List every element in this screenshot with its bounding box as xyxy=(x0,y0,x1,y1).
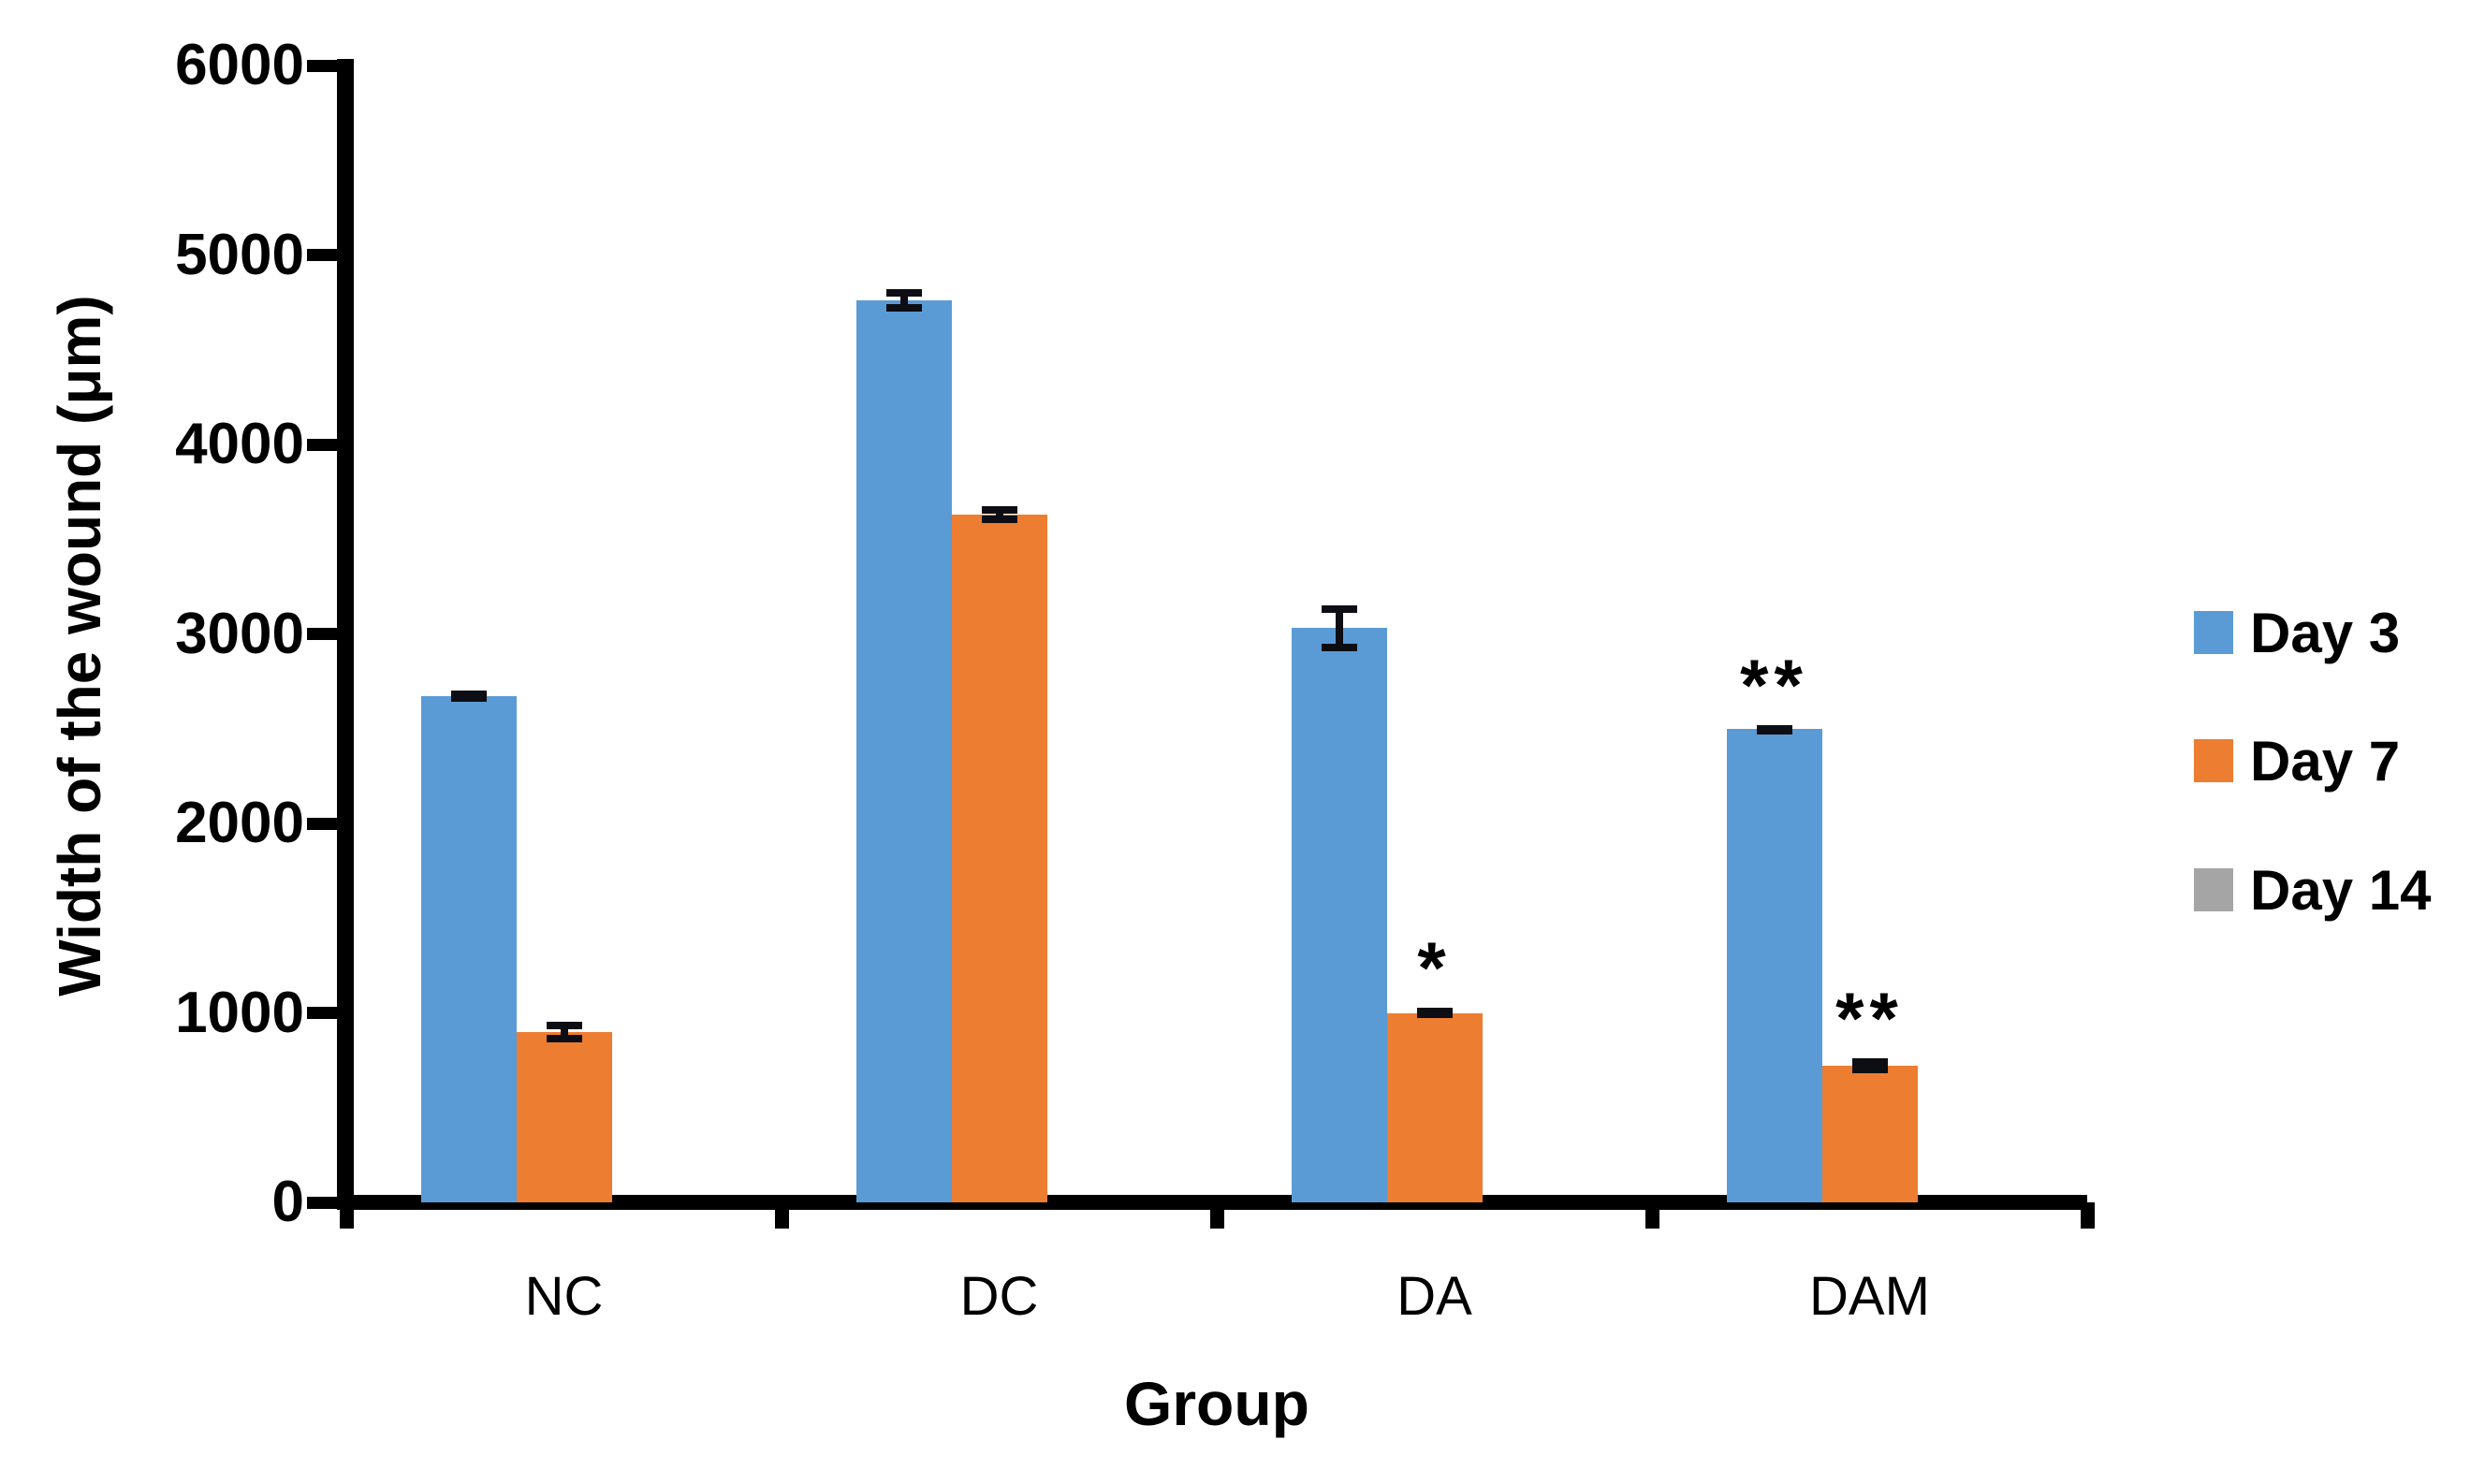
category-label-da: DA xyxy=(1396,1266,1472,1327)
bar-day-3-dc xyxy=(855,300,952,1202)
error-bar-day-7-dam xyxy=(1851,1058,1888,1074)
y-tick-label-4000: 4000 xyxy=(175,412,304,476)
category-label-dam: DAM xyxy=(1809,1266,1930,1327)
error-bar-day-3-nc xyxy=(450,691,487,703)
error-bar-cap-bottom xyxy=(1321,643,1357,651)
error-bar-cap-bottom xyxy=(1756,726,1792,735)
y-axis-tick-0 xyxy=(307,1196,337,1209)
error-bar-stem xyxy=(995,505,1003,524)
x-axis-tick-0 xyxy=(339,1202,354,1229)
error-bar-stem xyxy=(899,288,908,313)
y-tick-label-2000: 2000 xyxy=(175,791,304,855)
error-bar-stem xyxy=(1335,605,1343,651)
legend-item-day-14: Day 14 xyxy=(2194,859,2431,922)
legend-item-day-7: Day 7 xyxy=(2194,730,2400,793)
bar-day-3-nc xyxy=(420,696,517,1202)
y-tick-label-6000: 6000 xyxy=(175,33,304,97)
error-bar-day-7-nc xyxy=(546,1021,582,1042)
y-tick-label-0: 0 xyxy=(271,1170,304,1234)
legend-swatch-day-3 xyxy=(2194,611,2233,654)
error-bar-day-7-dc xyxy=(981,505,1017,524)
legend-swatch-day-7 xyxy=(2194,739,2233,782)
x-axis-title: Group xyxy=(1124,1369,1309,1438)
y-axis-tick-2000 xyxy=(307,817,337,830)
error-bar-cap-top xyxy=(450,691,487,699)
significance-day-7-da: * xyxy=(1417,926,1452,1010)
error-bar-cap-top xyxy=(885,288,922,297)
y-axis-tick-4000 xyxy=(307,438,337,451)
bar-day-7-da xyxy=(1386,1012,1483,1202)
legend-item-day-3: Day 3 xyxy=(2194,602,2400,664)
significance-day-3-dam: ** xyxy=(1740,643,1808,726)
bar-day-7-dam xyxy=(1821,1066,1918,1202)
bar-day-7-nc xyxy=(516,1031,612,1202)
bar-day-3-da xyxy=(1291,628,1387,1202)
y-axis-tick-6000 xyxy=(307,59,337,72)
y-tick-label-1000: 1000 xyxy=(175,980,304,1045)
error-bar-cap-top xyxy=(1321,605,1357,614)
error-bar-day-3-dam xyxy=(1756,724,1792,735)
error-bar-cap-bottom xyxy=(1416,1010,1453,1018)
y-axis-line xyxy=(337,59,354,1210)
y-axis-tick-5000 xyxy=(307,249,337,261)
legend-swatch-day-14 xyxy=(2194,868,2233,911)
error-bar-day-3-dc xyxy=(885,288,922,313)
category-label-nc: NC xyxy=(524,1266,604,1327)
significance-day-7-dam: ** xyxy=(1835,977,1904,1060)
legend-label-day-14: Day 14 xyxy=(2250,858,2432,922)
legend-label-day-3: Day 3 xyxy=(2250,601,2401,664)
error-bar-cap-bottom xyxy=(981,516,1017,524)
x-axis-tick-4 xyxy=(2080,1202,2095,1229)
bar-day-7-dc xyxy=(951,514,1047,1202)
error-bar-day-3-da xyxy=(1321,605,1357,651)
error-bar-cap-bottom xyxy=(546,1034,582,1042)
error-bar-cap-bottom xyxy=(1851,1066,1888,1074)
bar-day-3-dam xyxy=(1726,728,1822,1202)
category-label-dc: DC xyxy=(959,1266,1039,1327)
error-bar-cap-top xyxy=(1851,1058,1888,1067)
error-bar-cap-bottom xyxy=(885,304,922,313)
y-axis-tick-3000 xyxy=(307,628,337,640)
error-bar-cap-bottom xyxy=(450,694,487,703)
error-bar-cap-top xyxy=(546,1021,582,1029)
x-axis-tick-2 xyxy=(1209,1202,1224,1229)
error-bar-stem xyxy=(1865,1058,1874,1074)
y-axis-tick-1000 xyxy=(307,1007,337,1019)
error-bar-day-7-da xyxy=(1416,1008,1453,1018)
y-tick-label-3000: 3000 xyxy=(175,601,304,666)
x-axis-tick-3 xyxy=(1644,1202,1659,1229)
error-bar-stem xyxy=(560,1021,568,1042)
x-axis-tick-1 xyxy=(774,1202,789,1229)
error-bar-cap-top xyxy=(981,505,1017,514)
y-tick-label-5000: 5000 xyxy=(175,222,304,287)
legend-label-day-7: Day 7 xyxy=(2250,729,2401,793)
